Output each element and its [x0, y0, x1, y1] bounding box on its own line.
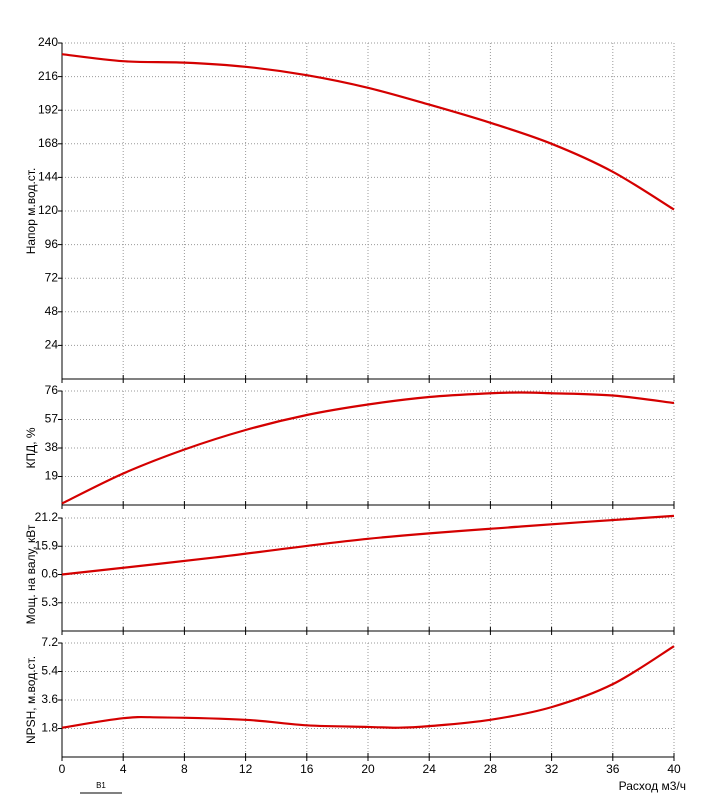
- y-axis-label: Напор м.вод.ст.: [24, 168, 38, 255]
- y-tick-label: 3.6: [41, 692, 58, 706]
- data-line: [61, 391, 675, 505]
- x-tick-label: 32: [545, 762, 559, 776]
- y-axis-label: NPSH, м.вод.ст.: [24, 656, 38, 744]
- x-tick-label: 20: [361, 762, 375, 776]
- y-tick-label: 72: [45, 270, 59, 284]
- x-tick-label: 40: [667, 762, 681, 776]
- y-tick-label: 144: [38, 170, 58, 184]
- data-line: [61, 514, 675, 576]
- y-tick-label: 5.3: [41, 595, 58, 609]
- x-tick-label: 16: [300, 762, 314, 776]
- data-line: [61, 53, 675, 211]
- y-tick-label: 216: [38, 69, 58, 83]
- y-tick-label: 57: [45, 412, 59, 426]
- annotation: B1: [96, 781, 106, 790]
- y-axis-label: Мощ. на валу, кВт: [24, 524, 38, 624]
- y-tick-label: 24: [45, 338, 59, 352]
- y-tick-label: 38: [45, 440, 59, 454]
- data-line: [61, 645, 675, 729]
- y-axis-label: КПД, %: [24, 427, 38, 468]
- y-tick-label: 15.9: [35, 538, 59, 552]
- y-tick-label: 168: [38, 136, 58, 150]
- y-tick-label: 21.2: [35, 510, 59, 524]
- x-axis-label: Расход м3/ч: [619, 779, 686, 793]
- y-tick-label: 19: [45, 469, 59, 483]
- x-tick-label: 0: [59, 762, 66, 776]
- y-tick-label: 48: [45, 304, 59, 318]
- x-tick-label: 24: [423, 762, 437, 776]
- y-tick-label: 76: [45, 383, 59, 397]
- x-tick-label: 28: [484, 762, 498, 776]
- y-tick-label: 0.6: [41, 567, 58, 581]
- y-tick-label: 1.8: [41, 721, 58, 735]
- x-tick-label: 4: [120, 762, 127, 776]
- y-tick-label: 96: [45, 237, 59, 251]
- y-tick-label: 7.2: [41, 635, 58, 649]
- y-tick-label: 192: [38, 102, 58, 116]
- y-tick-label: 240: [38, 35, 58, 49]
- x-tick-label: 8: [181, 762, 188, 776]
- y-tick-label: 5.4: [41, 664, 58, 678]
- x-tick-label: 12: [239, 762, 253, 776]
- y-tick-label: 120: [38, 203, 58, 217]
- x-tick-label: 36: [606, 762, 620, 776]
